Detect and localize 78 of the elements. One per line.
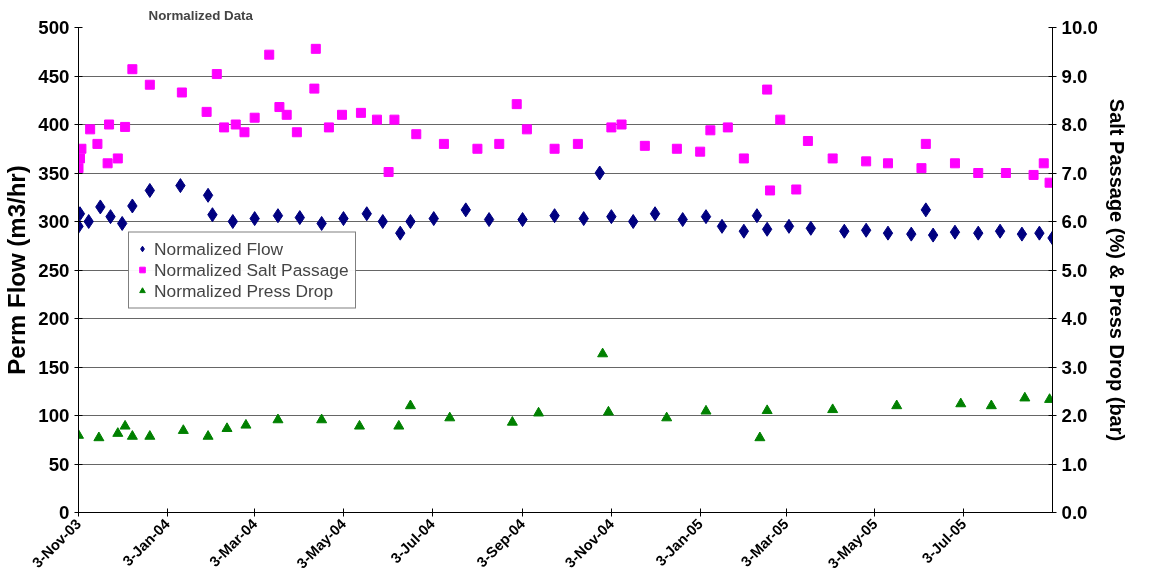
point	[404, 399, 416, 410]
point	[751, 208, 763, 224]
y-tick-label: 100	[38, 405, 70, 426]
point	[891, 399, 903, 410]
point	[393, 419, 405, 430]
point	[761, 221, 773, 237]
y2-tick-label: 3.0	[1061, 356, 1088, 378]
y-axis-title: Perm Flow (m3/hr)	[3, 165, 31, 375]
point	[700, 209, 712, 225]
y-tick-label: 250	[38, 259, 70, 281]
point	[227, 214, 238, 229]
point	[597, 347, 609, 358]
y-tick-label: 500	[38, 17, 70, 38]
point	[754, 431, 766, 442]
point	[649, 206, 661, 222]
point	[1016, 226, 1028, 242]
point	[628, 214, 639, 229]
point	[661, 411, 673, 422]
legend-label: Normalized Salt Passage	[154, 259, 349, 280]
point	[955, 397, 967, 408]
chart-title: Normalized Data	[148, 7, 254, 23]
point	[860, 222, 872, 238]
point	[272, 413, 284, 424]
y-tick-label: 200	[38, 308, 70, 329]
y2-tick-label: 0.0	[1061, 502, 1088, 523]
point	[533, 406, 545, 417]
point	[927, 227, 939, 243]
y2-tick-label: 2.0	[1061, 405, 1088, 426]
y2-axis-title: Salt Passage (%) & Press Drop (bar)	[1105, 98, 1128, 442]
y2-tick-label: 6.0	[1061, 211, 1088, 232]
y2-tick-label: 4.0	[1061, 308, 1088, 329]
point	[783, 218, 795, 234]
point	[202, 430, 214, 440]
y2-tick-label: 9.0	[1061, 65, 1088, 87]
point	[221, 422, 233, 432]
point	[126, 430, 138, 440]
point	[83, 214, 94, 229]
point	[177, 424, 189, 434]
point	[700, 404, 712, 415]
y-tick-label: 400	[38, 114, 70, 135]
point	[144, 182, 156, 198]
point	[377, 214, 388, 229]
y-tick-label: 150	[38, 356, 70, 378]
point	[985, 399, 997, 410]
point	[602, 405, 614, 416]
point	[827, 403, 839, 414]
y2-tick-label: 10.0	[1061, 17, 1098, 38]
point	[738, 223, 750, 239]
y2-tick-label: 7.0	[1061, 162, 1088, 184]
point	[240, 418, 252, 429]
point	[761, 404, 773, 415]
y2-tick-label: 5.0	[1061, 259, 1088, 281]
point	[506, 416, 518, 426]
y-tick-label: 50	[48, 453, 70, 475]
point	[405, 214, 416, 229]
point	[716, 218, 728, 234]
y-tick-label: 0	[59, 502, 70, 523]
point	[949, 224, 961, 240]
y-tick-label: 450	[38, 65, 70, 87]
point	[93, 431, 105, 442]
y-tick-label: 350	[38, 162, 70, 184]
point	[994, 223, 1006, 239]
legend-label: Normalized Press Drop	[154, 280, 334, 301]
point	[483, 212, 495, 228]
legend-label: Normalized Flow	[154, 238, 284, 259]
point	[444, 411, 456, 422]
y2-tick-label: 8.0	[1061, 114, 1088, 135]
point	[882, 225, 894, 241]
point	[272, 208, 284, 224]
y-tick-label: 300	[38, 211, 70, 232]
point	[119, 419, 131, 430]
point	[353, 419, 365, 430]
point	[202, 187, 214, 203]
point	[112, 427, 124, 437]
point	[1019, 391, 1031, 402]
point	[144, 430, 156, 440]
y2-tick-label: 1.0	[1061, 453, 1088, 475]
point	[316, 413, 328, 424]
